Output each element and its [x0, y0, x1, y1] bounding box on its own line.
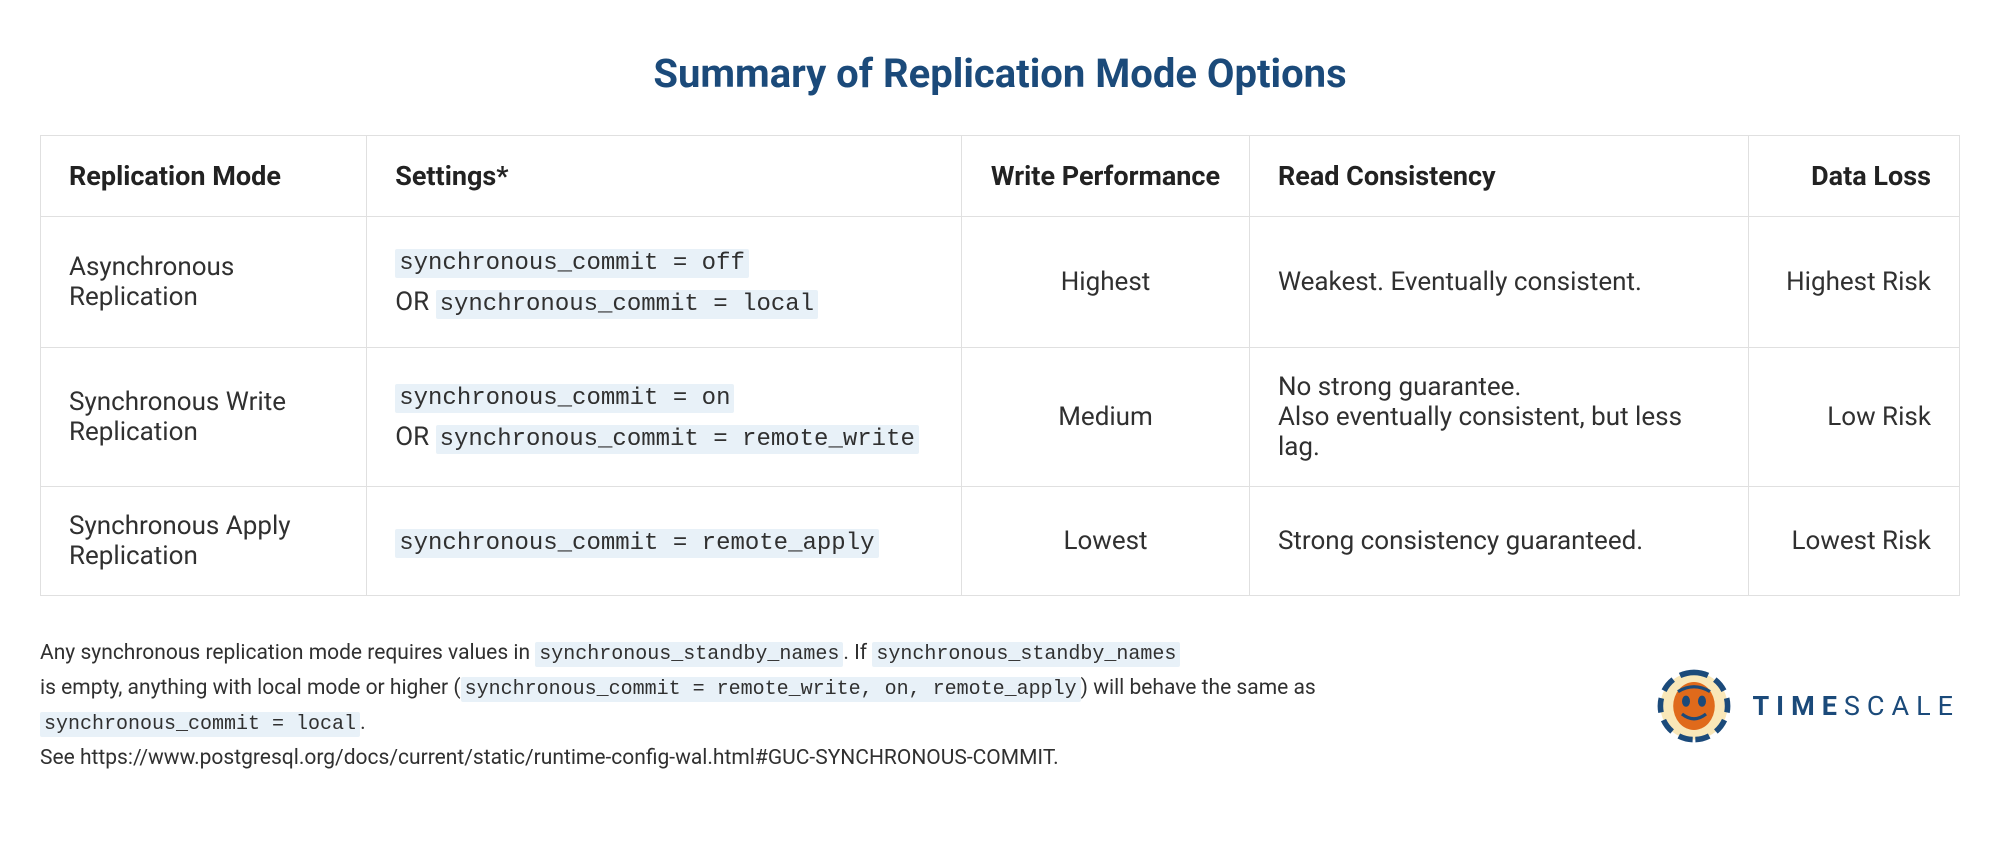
footnote-part: is empty, anything with local mode or hi…	[40, 676, 461, 700]
code-snippet: synchronous_commit = off	[395, 249, 749, 278]
code-snippet: synchronous_commit = remote_write, on, r…	[461, 677, 1081, 702]
code-snippet: synchronous_commit = local	[40, 712, 360, 737]
table-row: Synchronous Write Replication synchronou…	[41, 348, 1960, 487]
cell-loss: Highest Risk	[1748, 217, 1959, 348]
footnote-see: See	[40, 746, 80, 770]
cell-perf: Highest	[962, 217, 1250, 348]
footnote-part: . If	[843, 641, 872, 665]
code-snippet: synchronous_commit = on	[395, 384, 734, 413]
or-text: OR	[395, 422, 429, 452]
cell-perf: Lowest	[962, 487, 1250, 596]
or-text: OR	[395, 287, 429, 317]
col-loss: Data Loss	[1748, 136, 1959, 217]
footnote-text: Any synchronous replication mode require…	[40, 636, 1316, 776]
cell-mode: Synchronous Apply Replication	[41, 487, 367, 596]
col-mode: Replication Mode	[41, 136, 367, 217]
code-snippet: synchronous_standby_names	[535, 642, 843, 667]
cell-mode: Asynchronous Replication	[41, 217, 367, 348]
cell-cons: Weakest. Eventually consistent.	[1249, 217, 1748, 348]
code-snippet: synchronous_standby_names	[872, 642, 1180, 667]
footnote-part: Any synchronous replication mode require…	[40, 641, 535, 665]
brand-word1: TIME	[1752, 690, 1843, 722]
code-snippet: synchronous_commit = local	[436, 290, 818, 319]
table-row: Asynchronous Replication synchronous_com…	[41, 217, 1960, 348]
timescale-logo: TIMESCALE	[1654, 666, 1960, 746]
table-header-row: Replication Mode Settings* Write Perform…	[41, 136, 1960, 217]
brand-text: TIMESCALE	[1752, 690, 1960, 722]
footnote-part: ) will behave the same as	[1081, 676, 1316, 700]
footnote-link[interactable]: https://www.postgresql.org/docs/current/…	[80, 746, 1053, 770]
cell-loss: Low Risk	[1748, 348, 1959, 487]
page-title: Summary of Replication Mode Options	[40, 50, 1960, 97]
cell-perf: Medium	[962, 348, 1250, 487]
col-perf: Write Performance	[962, 136, 1250, 217]
footnote-period: .	[1053, 746, 1059, 770]
tiger-icon	[1654, 666, 1734, 746]
table-row: Synchronous Apply Replication synchronou…	[41, 487, 1960, 596]
cell-settings: synchronous_commit = remote_apply	[367, 487, 962, 596]
cell-loss: Lowest Risk	[1748, 487, 1959, 596]
footer: Any synchronous replication mode require…	[40, 636, 1960, 776]
col-settings: Settings*	[367, 136, 962, 217]
cell-cons: Strong consistency guaranteed.	[1249, 487, 1748, 596]
footnote-part: .	[360, 711, 366, 735]
cell-settings: synchronous_commit = on OR synchronous_c…	[367, 348, 962, 487]
code-snippet: synchronous_commit = remote_write	[436, 425, 919, 454]
code-snippet: synchronous_commit = remote_apply	[395, 529, 878, 558]
cell-mode: Synchronous Write Replication	[41, 348, 367, 487]
brand-word2: SCALE	[1844, 690, 1960, 722]
cell-settings: synchronous_commit = off OR synchronous_…	[367, 217, 962, 348]
replication-table: Replication Mode Settings* Write Perform…	[40, 135, 1960, 596]
col-cons: Read Consistency	[1249, 136, 1748, 217]
cell-cons: No strong guarantee. Also eventually con…	[1249, 348, 1748, 487]
